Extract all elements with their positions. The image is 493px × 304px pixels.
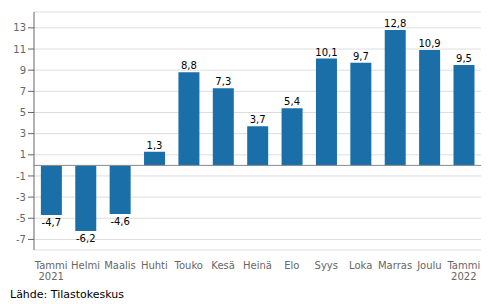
svg-text:3: 3 [20,128,26,139]
svg-text:13: 13 [13,22,26,33]
svg-text:7: 7 [20,86,26,97]
svg-text:3,7: 3,7 [250,114,266,125]
svg-text:Huhti: Huhti [141,260,168,271]
svg-text:1,3: 1,3 [147,140,163,151]
svg-text:Helmi: Helmi [71,260,100,271]
svg-text:Syys: Syys [315,260,338,271]
svg-text:-3: -3 [16,192,26,203]
svg-text:-4,6: -4,6 [110,216,130,227]
svg-text:10,1: 10,1 [315,47,337,58]
svg-text:Marras: Marras [378,260,412,271]
svg-text:Tammi2021: Tammi2021 [34,260,68,282]
svg-text:7,3: 7,3 [215,76,231,87]
svg-text:1: 1 [20,149,26,160]
svg-text:-6,2: -6,2 [76,233,96,244]
svg-text:11: 11 [13,44,26,55]
svg-text:9,5: 9,5 [456,53,472,64]
svg-text:Touko: Touko [174,260,203,271]
svg-text:5,4: 5,4 [284,96,300,107]
svg-text:9: 9 [20,65,26,76]
svg-text:-1: -1 [16,171,26,182]
svg-text:8,8: 8,8 [181,60,197,71]
svg-text:-7: -7 [16,234,26,245]
svg-text:Elo: Elo [284,260,299,271]
svg-text:Tammi2022: Tammi2022 [446,260,480,282]
html-text:Lähde: Tilastokeskus: Lähde: Tilastokeskus [10,288,124,301]
svg-text:12,8: 12,8 [384,18,406,29]
svg-text:-5: -5 [16,213,26,224]
svg-text:Joulu: Joulu [416,260,442,271]
svg-text:Loka: Loka [349,260,372,271]
svg-text:-4,7: -4,7 [42,217,62,228]
svg-text:10,9: 10,9 [418,38,440,49]
svg-text:5: 5 [20,107,26,118]
svg-text:Kesä: Kesä [211,260,235,271]
svg-text:Maalis: Maalis [104,260,136,271]
svg-text:9,7: 9,7 [353,51,369,62]
svg-text:Heinä: Heinä [243,260,272,271]
